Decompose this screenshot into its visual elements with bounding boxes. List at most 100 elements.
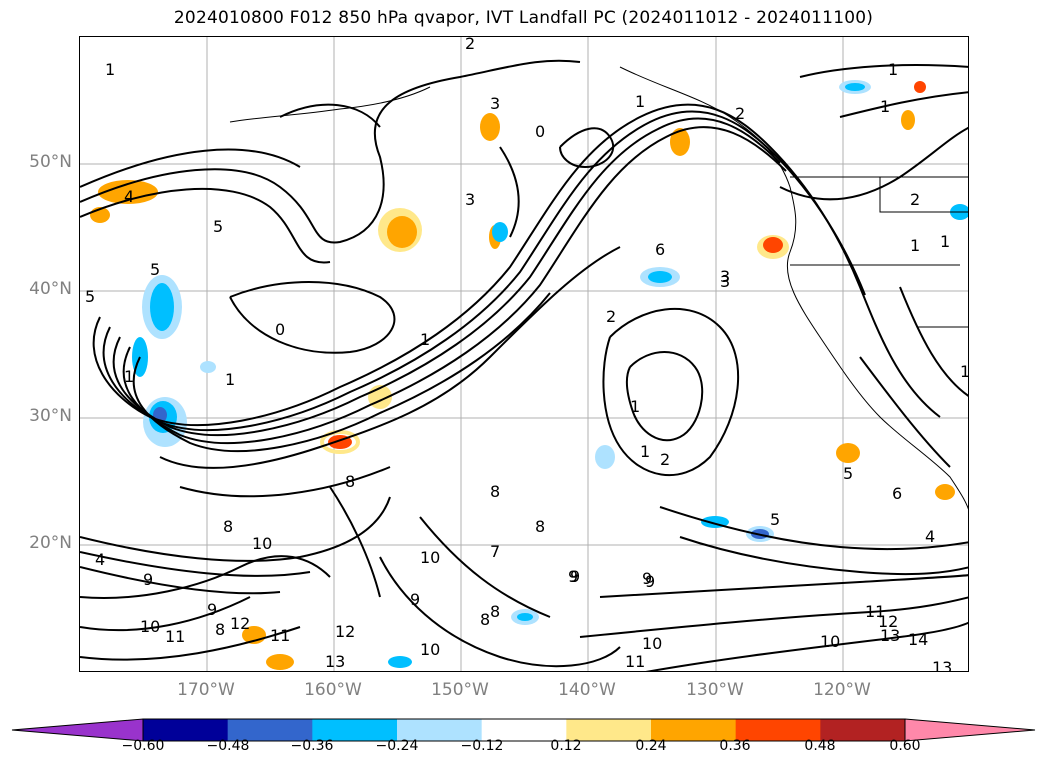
map-panel: 1 2 3 0 5 4 5 5 1 1 1 2 3 1 3 2 1 4 8 8 … bbox=[79, 36, 969, 672]
colorbar-segment bbox=[481, 719, 567, 741]
contour-label-group: 1 2 3 0 5 4 5 5 1 1 1 2 3 1 3 2 1 4 8 8 … bbox=[85, 37, 968, 672]
contour-label: 1 bbox=[124, 367, 134, 386]
contour-label: 1 bbox=[880, 97, 890, 116]
contour-label: 2 bbox=[606, 307, 616, 326]
colorbar-segment bbox=[227, 719, 313, 741]
contour-label: 12 bbox=[335, 622, 355, 641]
colorbar-segment bbox=[143, 719, 229, 741]
contour-label: 10 bbox=[252, 534, 272, 553]
map-svg: 1 2 3 0 5 4 5 5 1 1 1 2 3 1 3 2 1 4 8 8 … bbox=[80, 37, 968, 672]
contour-label: 14 bbox=[908, 630, 928, 649]
contour-label: 11 bbox=[625, 652, 645, 671]
contour-label: 9 bbox=[143, 570, 153, 589]
contour-label: 1 bbox=[940, 232, 950, 251]
contour-label: 12 bbox=[230, 614, 250, 633]
contour-label: 10 bbox=[420, 640, 440, 659]
contour-label: 9 bbox=[207, 600, 217, 619]
colorbar-tick: 0.60 bbox=[889, 738, 921, 754]
lon-label-160w: 160°W bbox=[304, 680, 362, 700]
colorbar-tick: −0.36 bbox=[290, 738, 334, 754]
contour-label: 2 bbox=[465, 37, 475, 53]
contour-label: 4 bbox=[925, 527, 935, 546]
contour-label: 9 bbox=[568, 567, 578, 586]
colorbar-segment bbox=[820, 719, 906, 741]
colorbar-segment bbox=[397, 719, 483, 741]
contour-label: 3 bbox=[465, 190, 475, 209]
colorbar-tick: 0.36 bbox=[719, 738, 751, 754]
contour-label: 8 bbox=[535, 517, 545, 536]
lon-label-120w: 120°W bbox=[813, 680, 871, 700]
colorbar-segments bbox=[11, 718, 1036, 742]
contour-label: 3 bbox=[720, 272, 730, 291]
colorbar-segment bbox=[566, 719, 652, 741]
colorbar-tick: 0.48 bbox=[804, 738, 836, 754]
colorbar-segment bbox=[735, 719, 821, 741]
contour-label: 4 bbox=[124, 187, 134, 206]
contour-label: 2 bbox=[660, 450, 670, 469]
contour-label: 8 bbox=[223, 517, 233, 536]
gridlines bbox=[80, 37, 968, 671]
contour-label: 13 bbox=[932, 658, 952, 672]
contour-label: 7 bbox=[490, 542, 500, 561]
contour-label: 10 bbox=[642, 634, 662, 653]
contour-label: 3 bbox=[720, 267, 730, 286]
contour-label: 8 bbox=[490, 482, 500, 501]
colorbar-tick: −0.24 bbox=[375, 738, 419, 754]
colorbar-tick: −0.48 bbox=[206, 738, 250, 754]
lat-label-20n: 20°N bbox=[29, 533, 72, 553]
contour-label: 2 bbox=[910, 190, 920, 209]
contour-label: 9 bbox=[410, 590, 420, 609]
colorbar-segment bbox=[651, 719, 737, 741]
ivt-contours bbox=[80, 59, 968, 671]
lat-label-40n: 40°N bbox=[29, 279, 72, 299]
contour-label: 8 bbox=[480, 610, 490, 629]
contour-label: 6 bbox=[892, 484, 902, 503]
lon-label-140w: 140°W bbox=[558, 680, 616, 700]
colorbar-segment bbox=[312, 719, 398, 741]
colorbar-tick: 0.24 bbox=[635, 738, 667, 754]
contour-label: 6 bbox=[655, 240, 665, 259]
contour-label: 11 bbox=[865, 602, 885, 621]
contour-label: 5 bbox=[213, 217, 223, 236]
colorbar-tick: 0.12 bbox=[550, 738, 582, 754]
contour-label: 2 bbox=[735, 104, 745, 123]
colorbar-tick: −0.12 bbox=[460, 738, 504, 754]
contour-label: 8 bbox=[345, 472, 355, 491]
lon-label-150w: 150°W bbox=[431, 680, 489, 700]
contour-label: 1 bbox=[105, 60, 115, 79]
contour-label: 12 bbox=[878, 612, 898, 631]
colorbar-outline bbox=[142, 718, 906, 742]
contour-label: 0 bbox=[535, 122, 545, 141]
contour-label: 4 bbox=[95, 550, 105, 569]
contour-label: 8 bbox=[490, 602, 500, 621]
contour-label: 3 bbox=[490, 94, 500, 113]
contour-label: 11 bbox=[165, 627, 185, 646]
coastline bbox=[229, 66, 968, 510]
contour-label: 11 bbox=[270, 626, 290, 645]
contour-label: 9 bbox=[570, 567, 580, 586]
contour-label: 1 bbox=[630, 397, 640, 416]
contour-label: 1 bbox=[635, 92, 645, 111]
contour-label: 1 bbox=[640, 442, 650, 461]
contour-label: 10 bbox=[820, 632, 840, 651]
contour-label: 10 bbox=[140, 617, 160, 636]
contour-label: 1 bbox=[420, 330, 430, 349]
contour-label: 9 bbox=[645, 572, 655, 591]
colorbar bbox=[11, 718, 1036, 742]
contour-label: 1 bbox=[225, 370, 235, 389]
contour-label: 5 bbox=[85, 287, 95, 306]
contour-label: 1 bbox=[888, 60, 898, 79]
contour-label: 10 bbox=[420, 548, 440, 567]
contour-label: 5 bbox=[150, 260, 160, 279]
map-title: 2024010800 F012 850 hPa qvapor, IVT Land… bbox=[173, 8, 874, 28]
contour-label: 13 bbox=[325, 652, 345, 671]
contour-label: 13 bbox=[880, 626, 900, 645]
contour-label: 0 bbox=[275, 320, 285, 339]
contour-label: 9 bbox=[642, 569, 652, 588]
lat-label-50n: 50°N bbox=[29, 152, 72, 172]
contour-label: 5 bbox=[770, 510, 780, 529]
lon-label-130w: 130°W bbox=[686, 680, 744, 700]
lon-label-170w: 170°W bbox=[177, 680, 235, 700]
contour-label: 1 bbox=[910, 236, 920, 255]
lat-label-30n: 30°N bbox=[29, 406, 72, 426]
